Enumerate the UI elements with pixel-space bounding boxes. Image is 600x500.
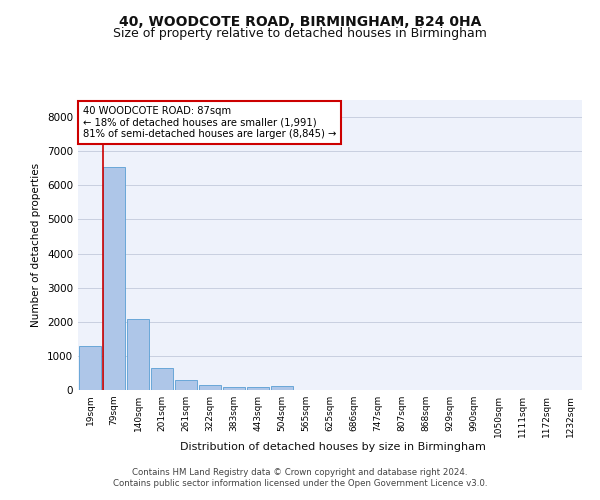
Y-axis label: Number of detached properties: Number of detached properties [31,163,41,327]
Bar [175,380,197,390]
Bar [151,368,173,390]
Text: Contains HM Land Registry data © Crown copyright and database right 2024.
Contai: Contains HM Land Registry data © Crown c… [113,468,487,487]
Text: 40, WOODCOTE ROAD, BIRMINGHAM, B24 0HA: 40, WOODCOTE ROAD, BIRMINGHAM, B24 0HA [119,15,481,29]
Text: 40 WOODCOTE ROAD: 87sqm
← 18% of detached houses are smaller (1,991)
81% of semi: 40 WOODCOTE ROAD: 87sqm ← 18% of detache… [83,106,337,139]
Text: Size of property relative to detached houses in Birmingham: Size of property relative to detached ho… [113,28,487,40]
Bar [271,386,293,390]
Bar [79,346,101,390]
Bar [103,166,125,390]
Bar [247,388,269,390]
Bar [127,319,149,390]
Bar [223,387,245,390]
Bar [199,384,221,390]
Text: Distribution of detached houses by size in Birmingham: Distribution of detached houses by size … [180,442,486,452]
